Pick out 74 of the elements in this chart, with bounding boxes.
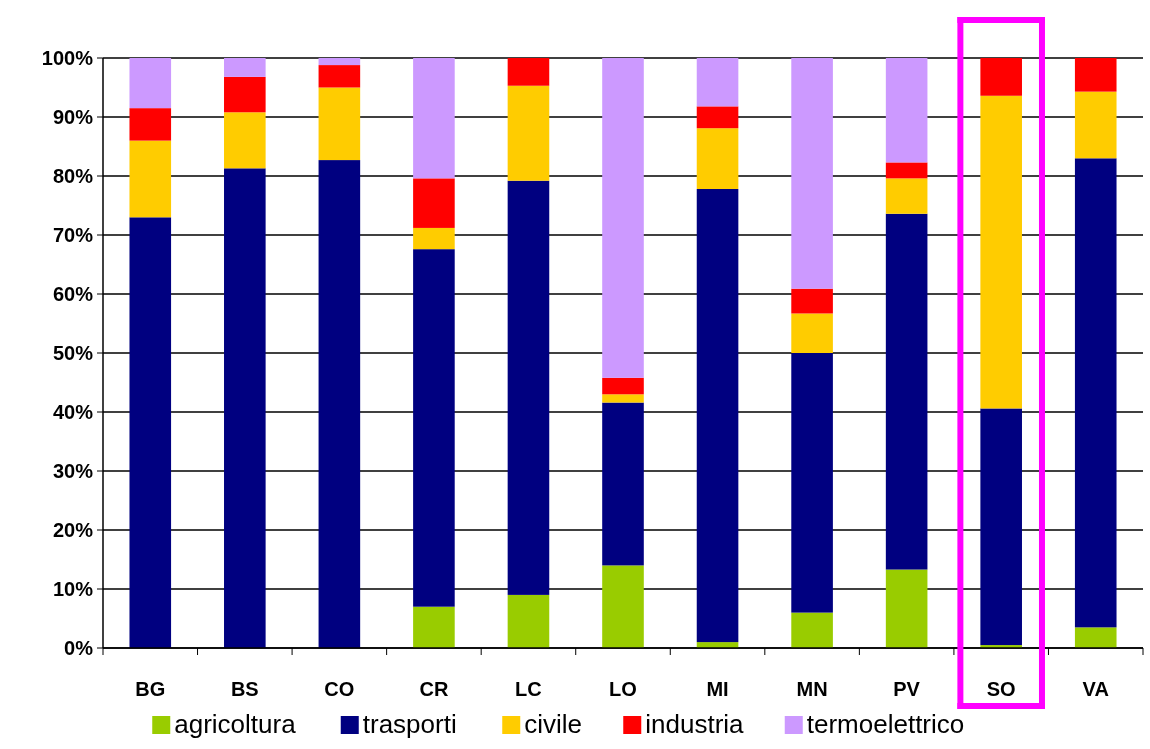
y-tick-label: 30% [52,460,94,482]
bar [980,95,1022,409]
x-tick-label: BS [230,678,259,700]
y-tick-label: 80% [52,165,94,187]
bar [507,58,550,86]
bar [507,180,550,595]
bar [791,313,833,353]
bar [129,58,172,109]
bar [318,58,361,66]
bar [1074,627,1117,648]
bar [885,58,928,163]
x-tick-label: BG [135,678,166,700]
bar [318,160,361,648]
bar [318,87,361,161]
bar [885,213,928,570]
legend-label: industria [645,709,745,739]
bar [980,408,1022,646]
bar [602,377,644,395]
bar [696,58,739,107]
bar [602,402,644,566]
bar [885,569,928,648]
bar [129,217,172,648]
bar [980,58,1022,96]
y-tick-label: 60% [52,283,94,305]
bar [791,612,833,648]
x-tick-label: MN [796,678,828,700]
y-tick-label: 100% [41,47,94,69]
x-tick-label: LO [609,678,637,700]
y-tick-label: 20% [52,519,94,541]
bar [413,249,455,607]
legend-label: trasporti [362,709,457,739]
y-tick-label: 0% [64,637,94,659]
bar [413,178,455,228]
bar [224,76,266,113]
bar [602,565,644,648]
x-tick-label: SO [986,678,1016,700]
bar [602,394,644,403]
bar [602,58,644,378]
bar [696,128,739,189]
bar [1074,58,1117,92]
bar [413,58,455,179]
x-tick-label: CO [324,678,355,700]
y-tick-label: 90% [52,106,94,128]
bar [507,85,550,181]
bar [696,106,739,129]
bar [885,178,928,214]
legend-label: civile [524,709,583,739]
bar [507,594,550,648]
y-tick-label: 70% [52,224,94,246]
bar [224,168,266,648]
legend-label: agricoltura [174,709,297,739]
bar [1074,158,1117,628]
bar [224,58,266,77]
bar [413,227,455,250]
bar [224,112,266,169]
x-tick-label: CR [419,678,449,700]
bar [129,108,172,141]
x-tick-label: MI [706,678,729,700]
x-tick-label: PV [893,678,921,700]
bar [791,353,833,613]
bar [791,58,833,289]
y-tick-label: 50% [52,342,94,364]
x-tick-label: VA [1082,678,1109,700]
bar [318,65,361,88]
bar [696,188,739,643]
y-tick-label: 10% [52,578,94,600]
bar [885,162,928,179]
x-tick-label: LC [515,678,542,700]
bar [791,288,833,314]
bar [1074,91,1117,159]
legend-label: termoelettrico [806,709,965,739]
y-tick-label: 40% [52,401,94,423]
bar [129,140,172,218]
bar [413,606,455,648]
